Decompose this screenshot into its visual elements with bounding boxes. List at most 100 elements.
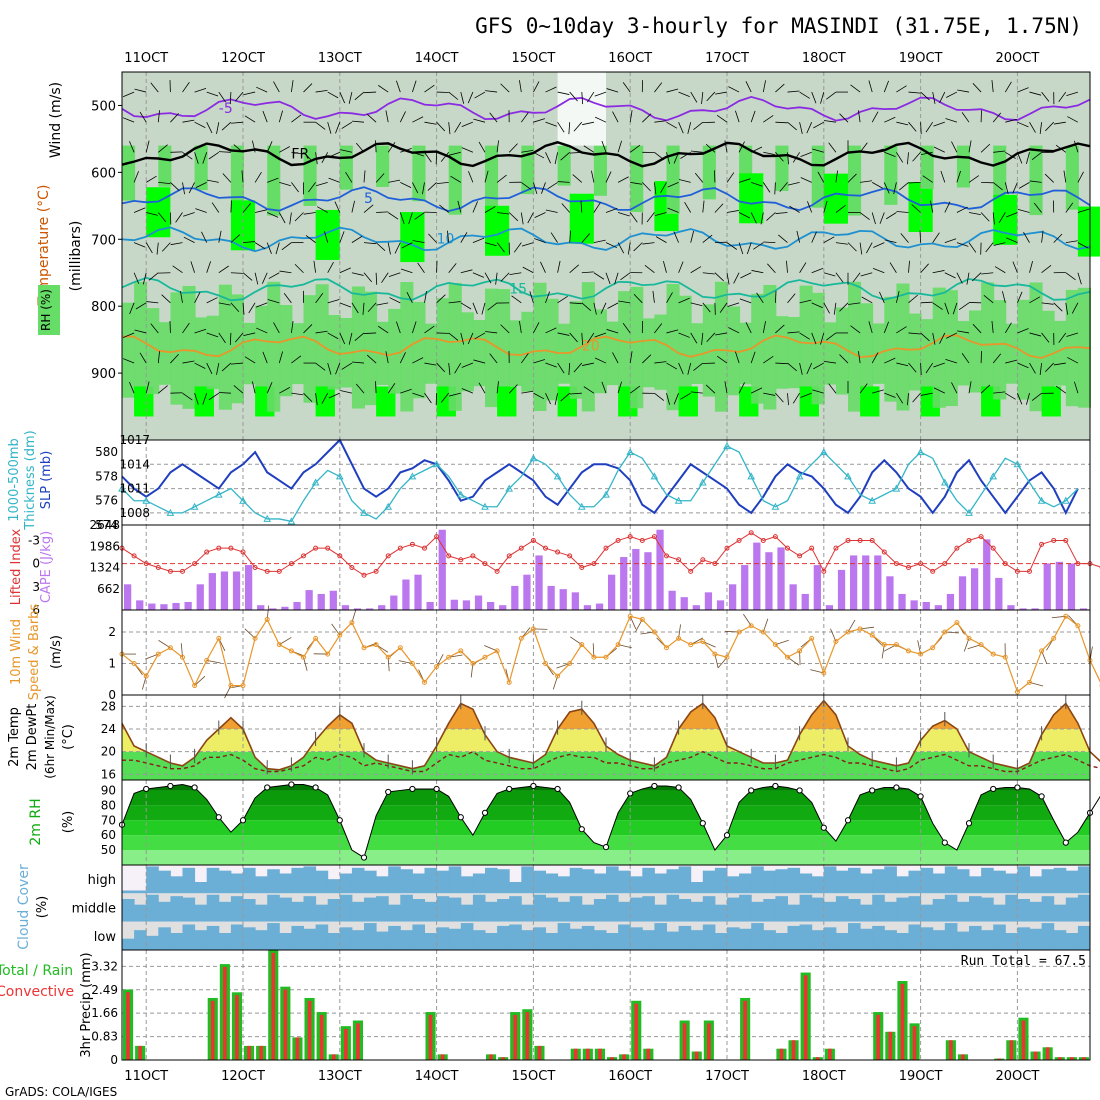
cloud-cell [339,894,353,922]
wind-barb [1026,152,1030,164]
wind-barb [557,181,570,183]
cloud-cell [654,904,667,922]
lifted-label: Lifted Index [9,528,24,605]
cape-bar [644,552,652,610]
cape-bar [390,595,398,610]
wind-barb [702,234,713,243]
wind-barb [533,359,545,364]
precip-convective-bar [525,1012,530,1060]
wind-barb [828,383,837,394]
wind-barb [735,351,740,364]
wind-barb [945,118,958,123]
wind-barb [775,392,784,403]
wind-speed-point [434,664,440,670]
day-label-bottom: 14OCT [415,1069,459,1084]
wind-speed-point [288,648,294,654]
rh-band [400,212,425,263]
cloud-cell [509,896,522,922]
wind-barb [327,362,332,375]
lifted-point [893,561,899,567]
cloud-cell [557,876,571,894]
wind-barb [896,121,909,126]
day-label-top: 18OCT [802,51,846,66]
lifted-point [313,545,319,551]
cape-bar [1019,608,1027,610]
cloud-cell [509,882,522,894]
wind-barb [472,272,485,278]
rh-shading [122,145,1100,417]
wind-speed-point [966,635,972,641]
rh-band [860,303,874,398]
thickness-point [868,496,877,504]
wind-barb [823,302,830,314]
wind-barb [230,234,241,243]
cloud-cell [981,867,994,894]
wind-barb [396,321,401,334]
cape-bar [499,605,507,610]
wind-barb [521,242,534,247]
cape-bar [946,593,955,610]
cloud-cell [969,896,982,922]
cloud-cell [279,897,292,922]
lifted-point [131,553,137,559]
wind-barb [644,265,655,274]
wind-barb [461,388,474,394]
wind-barb [1074,140,1079,153]
wind-barb [467,91,474,104]
lifted-point [216,545,222,551]
lifted-point [155,565,161,570]
rh-point [1038,793,1045,800]
wind-barb [206,261,211,273]
rh-band [460,312,474,392]
wind-barb [956,242,969,247]
precip-convective-bar [126,992,130,1060]
precip-tick-label: 0.83 [91,1030,118,1044]
wind-speed-point [639,616,645,622]
lifted-point [434,534,440,540]
wind-barb [654,182,657,195]
wind-barb [497,212,510,215]
wind-barb [908,332,921,335]
rh-point [941,839,948,846]
wind-barb [1017,121,1029,128]
wind-barb [341,121,353,129]
wind-speed-point [676,635,682,641]
wind-barb [484,272,492,284]
wind-barb [992,353,1002,364]
wind-barb [806,122,813,134]
wind-barb [787,293,796,304]
wind-barb [642,354,652,364]
wind-barb [763,151,776,155]
wind-barb [243,332,256,337]
cloud-cell [920,904,934,922]
wind-barb [545,86,557,93]
wind-barb [1055,385,1067,394]
cloud-cell [448,866,462,894]
wind-barb [956,206,968,213]
cloud-cell [969,925,982,950]
wind-barb [569,392,582,395]
wind-barb [340,149,352,153]
wind-barb [275,242,280,255]
wind-barb [884,151,896,157]
wind-barb [690,91,698,103]
rh-band [848,145,862,216]
wind-barb [617,381,622,394]
wind-barb [766,212,776,221]
lifted-point [1039,541,1045,547]
cloud-cell [1077,866,1091,894]
wind-barb [714,272,724,282]
wind-barb [961,352,970,364]
wind-barb [387,242,391,255]
wind-barb [858,351,861,364]
rh-point [1014,784,1021,791]
wind-barb [508,143,518,153]
precip-ylabel: 3hr Precip (mm) [79,952,94,1057]
rh-tick-label: 80 [101,798,116,812]
wind-barb [508,384,518,394]
rh-band [315,284,329,411]
rh-band [315,386,335,417]
lifted-point [409,541,415,547]
rh-band [775,316,789,389]
